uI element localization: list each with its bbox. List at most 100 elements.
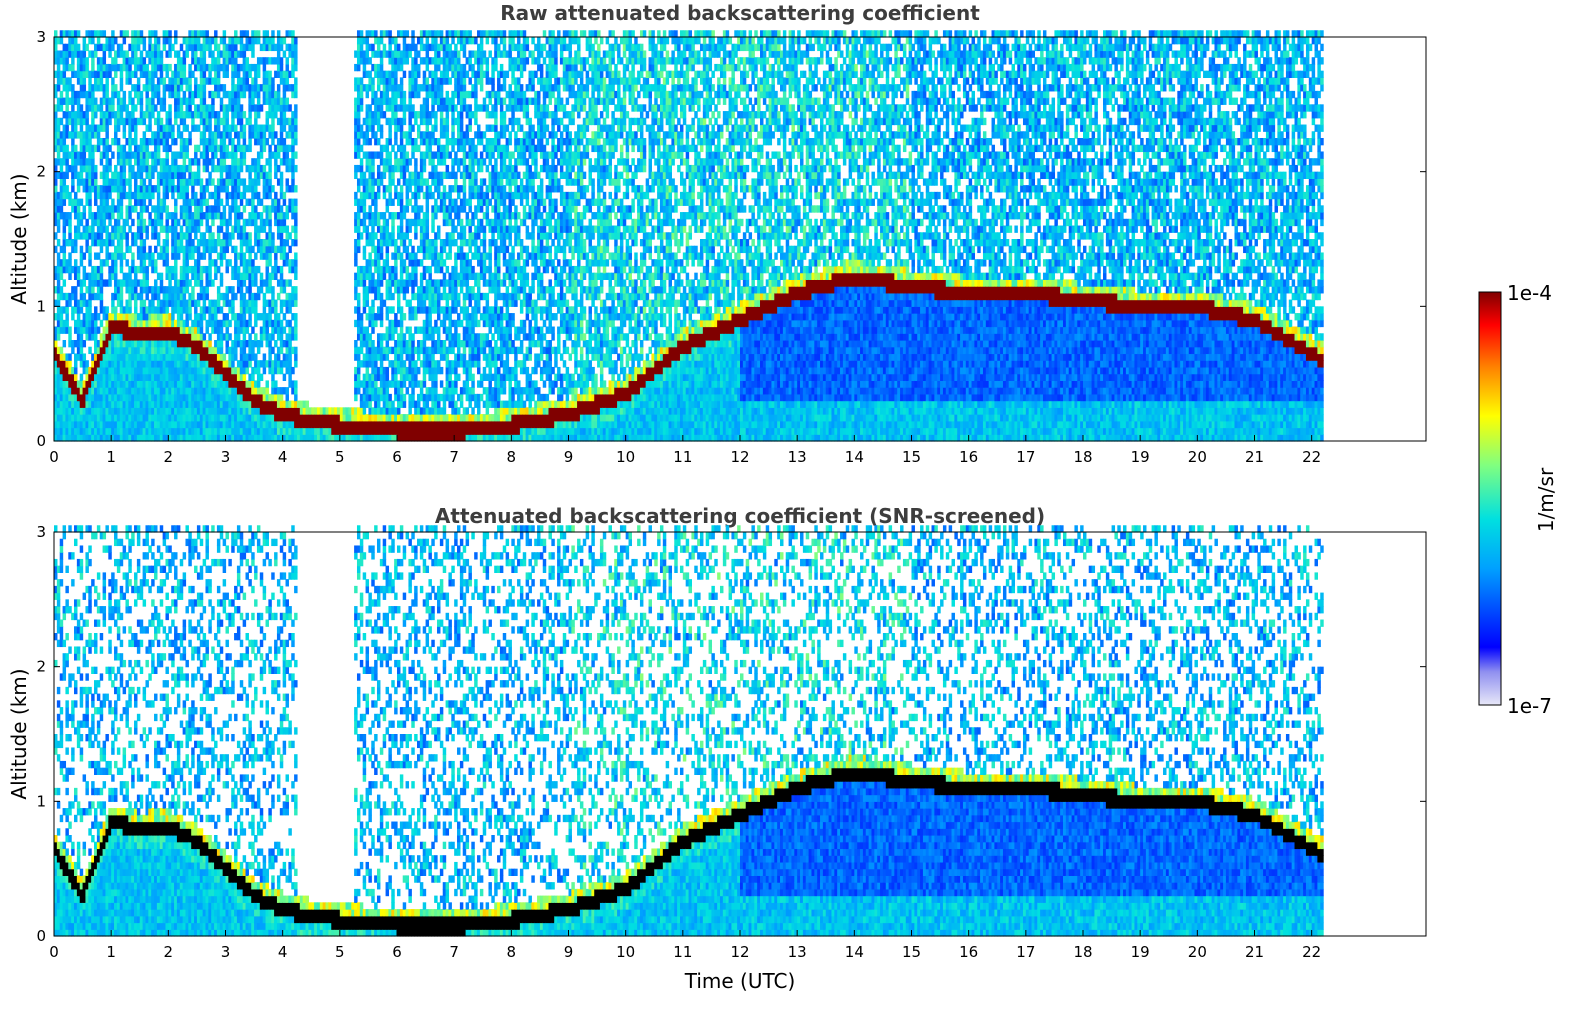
heatmap-cell	[274, 340, 277, 347]
heatmap-cell	[357, 374, 360, 381]
heatmap-cell	[163, 44, 166, 51]
heatmap-cell	[134, 131, 137, 138]
heatmap-cell	[214, 313, 217, 320]
heatmap-cell	[180, 226, 183, 233]
heatmap-cell	[111, 44, 114, 51]
heatmap-cell	[357, 138, 360, 145]
heatmap-cell	[83, 212, 86, 219]
heatmap-cell	[60, 104, 63, 111]
heatmap-cell	[243, 158, 246, 165]
heatmap-cell	[203, 84, 206, 91]
heatmap-cell	[80, 219, 83, 226]
heatmap-cell	[294, 232, 297, 239]
heatmap-cell	[143, 199, 146, 206]
heatmap-cell	[68, 252, 71, 259]
heatmap-cell	[248, 172, 251, 179]
heatmap-cell	[60, 313, 63, 320]
heatmap-cell	[74, 286, 77, 293]
heatmap-cell	[217, 192, 220, 199]
heatmap-cell	[54, 111, 57, 118]
heatmap-cell	[63, 199, 66, 206]
heatmap-cell	[174, 158, 177, 165]
heatmap-cell	[168, 118, 171, 125]
heatmap-cell	[94, 172, 97, 179]
heatmap-cell	[111, 77, 114, 84]
heatmap-cell	[200, 273, 203, 280]
heatmap-cell	[223, 252, 226, 259]
heatmap-cell	[105, 259, 108, 266]
heatmap-cell	[57, 300, 60, 307]
heatmap-cell	[243, 91, 246, 98]
heatmap-cell	[286, 212, 289, 219]
heatmap-cell	[377, 138, 380, 145]
heatmap-cell	[406, 165, 409, 172]
heatmap-cell	[100, 104, 103, 111]
heatmap-cell	[243, 313, 246, 320]
backscatter-heatmap	[54, 30, 1324, 441]
heatmap-cell	[160, 57, 163, 64]
heatmap-cell	[157, 151, 160, 158]
heatmap-cell	[294, 300, 297, 307]
heatmap-cell	[91, 57, 94, 64]
heatmap-cell	[354, 340, 357, 347]
heatmap-cell	[400, 192, 403, 199]
heatmap-cell	[145, 158, 148, 165]
heatmap-cell	[68, 77, 71, 84]
heatmap-cell	[91, 118, 94, 125]
heatmap-cell	[248, 71, 251, 78]
heatmap-cell	[208, 273, 211, 280]
heatmap-cell	[177, 50, 180, 57]
heatmap-cell	[386, 252, 389, 259]
heatmap-cell	[145, 266, 148, 273]
heatmap-cell	[366, 37, 369, 44]
heatmap-cell	[143, 178, 146, 185]
heatmap-cell	[168, 279, 171, 286]
heatmap-cell	[165, 151, 168, 158]
heatmap-cell	[360, 232, 363, 239]
heatmap-cell	[137, 44, 140, 51]
heatmap-cell	[386, 374, 389, 381]
heatmap-cell	[294, 50, 297, 57]
heatmap-cell	[400, 327, 403, 334]
heatmap-cell	[294, 333, 297, 340]
heatmap-cell	[271, 118, 274, 125]
heatmap-cell	[294, 84, 297, 91]
heatmap-cell	[386, 259, 389, 266]
heatmap-cell	[131, 219, 134, 226]
heatmap-cell	[400, 306, 403, 313]
heatmap-cell	[85, 111, 88, 118]
heatmap-cell	[217, 205, 220, 212]
heatmap-cell	[363, 246, 366, 253]
heatmap-cell	[74, 360, 77, 367]
heatmap-cell	[165, 192, 168, 199]
heatmap-cell	[143, 300, 146, 307]
heatmap-cell	[111, 104, 114, 111]
heatmap-cell	[408, 199, 411, 206]
heatmap-cell	[88, 192, 91, 199]
heatmap-cell	[291, 172, 294, 179]
heatmap-cell	[163, 77, 166, 84]
heatmap-cell	[205, 165, 208, 172]
heatmap-cell	[380, 151, 383, 158]
heatmap-cell	[268, 353, 271, 360]
heatmap-cell	[120, 212, 123, 219]
heatmap-cell	[220, 340, 223, 347]
heatmap-cell	[120, 44, 123, 51]
heatmap-cell	[288, 374, 291, 381]
heatmap-cell	[234, 151, 237, 158]
heatmap-cell	[400, 125, 403, 132]
heatmap-cell	[408, 131, 411, 138]
heatmap-cell	[54, 91, 57, 98]
heatmap-cell	[248, 333, 251, 340]
heatmap-cell	[268, 313, 271, 320]
heatmap-cell	[391, 199, 394, 206]
heatmap-cell	[226, 266, 229, 273]
heatmap-cell	[380, 320, 383, 327]
heatmap-cell	[94, 111, 97, 118]
heatmap-cell	[88, 199, 91, 206]
heatmap-cell	[177, 125, 180, 132]
heatmap-cell	[105, 306, 108, 313]
heatmap-cell	[123, 165, 126, 172]
heatmap-cell	[163, 199, 166, 206]
heatmap-cell	[254, 77, 257, 84]
